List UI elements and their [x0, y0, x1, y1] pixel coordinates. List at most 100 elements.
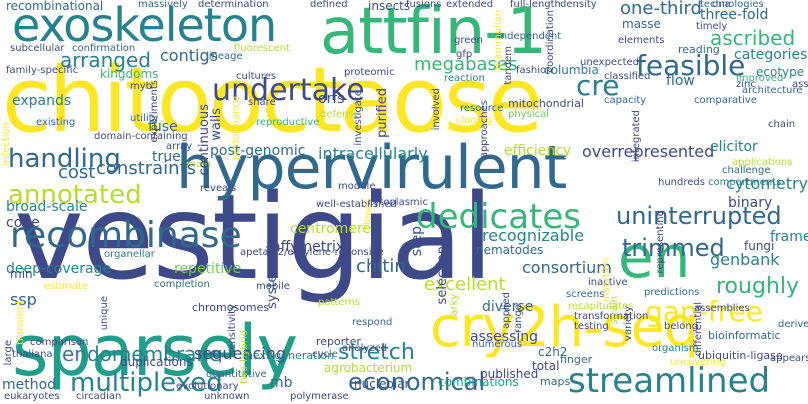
word-ecotype: ecotype	[756, 65, 805, 79]
word-affymetrix: affymetrix	[272, 239, 345, 255]
word-post-genomic: post-genomic	[210, 143, 306, 159]
word-repetitive: repetitive	[174, 261, 242, 277]
word-lineage: lineage	[206, 51, 243, 62]
word-expands: expands	[12, 93, 72, 109]
word-assessing: assessing	[470, 329, 539, 345]
word-cry2h-seq: cry2h-seq	[430, 295, 699, 360]
word-arky: two-hybrid	[239, 330, 250, 384]
word-code: code	[6, 215, 40, 231]
word-insects: insects	[368, 0, 411, 13]
word-transformation: dna	[712, 0, 731, 10]
word-comparison: main	[186, 159, 211, 170]
word-genbank: genbank	[710, 250, 780, 269]
word-systematic: defined	[310, 0, 348, 10]
word-agrobacterium: agrobacterium	[324, 361, 413, 375]
word-intracellularly: intracellularly	[318, 144, 428, 163]
word-chitooctaose: chitooctaose	[2, 48, 543, 153]
word-gap-free: gap-free	[645, 295, 764, 328]
word-variety: belong	[664, 321, 699, 332]
word-nematodes: nematodes	[476, 243, 544, 257]
word-massively: step	[409, 226, 425, 257]
word-total: total	[532, 359, 560, 373]
word-cost: cost	[58, 162, 96, 183]
word-uncovering: uncovering	[670, 357, 726, 368]
word-belong: density	[560, 0, 597, 10]
word-method: method	[2, 377, 57, 393]
word-chromosomes: chromosomes	[192, 301, 270, 314]
word-attfin-1: attfin-1	[320, 0, 547, 69]
word-representing: strain	[609, 296, 620, 325]
word-thaliana: array	[166, 141, 193, 152]
word-published: published	[480, 367, 539, 381]
word-apetala2-ethylene-reponsive: circadian	[76, 391, 122, 402]
word-en: en	[618, 223, 691, 291]
word-defined: clones	[363, 198, 374, 231]
word-duplications: duplications	[120, 355, 193, 369]
word-bioinformatic: bioinformatic	[708, 329, 781, 342]
word-exoskeleton: exoskeleton	[12, 0, 277, 52]
word-challenge: challenge	[722, 165, 771, 176]
word-timely: apetala2/ethylene-reponsive	[240, 247, 384, 258]
word-completion: thaliana	[12, 349, 53, 360]
word-main: defense	[320, 109, 360, 120]
word-unexpected: unexpected	[580, 57, 639, 68]
word-architecture: architecture	[742, 85, 803, 96]
word-improved: improved	[736, 73, 784, 84]
word-min: min	[10, 267, 33, 281]
word-columbia: columbia	[544, 63, 599, 77]
word-associations: associations	[792, 79, 808, 90]
word-recapitulates: systematic	[265, 238, 280, 309]
word-mobile: unknown	[204, 391, 250, 402]
word-flow: flow	[666, 73, 695, 89]
word-experiments: variety	[623, 306, 634, 341]
word-range: testing	[574, 321, 609, 332]
word-myb: myb	[130, 81, 153, 92]
word-polymerase: polymerase	[290, 391, 349, 402]
word-next-generation: next-generation	[246, 349, 335, 362]
word-resource: resource	[460, 103, 504, 114]
word-predictions: selection	[435, 246, 450, 305]
word-vestigial: vestigial	[14, 168, 494, 306]
word-organism: organism	[652, 343, 699, 354]
word-differential: arky	[449, 294, 460, 316]
word-cloning: cloning	[456, 115, 493, 126]
word-fungi: fungi	[744, 239, 775, 253]
word-uninterrupted: uninterrupted	[616, 202, 782, 230]
word-patterns: patterns	[318, 297, 360, 308]
word-reporter: reporter	[316, 335, 361, 348]
word-utility: domain-containing	[94, 131, 188, 142]
word-independent: independent	[498, 31, 562, 42]
word-elements: elements	[618, 35, 665, 46]
word-orfs: orfs	[318, 91, 345, 107]
word-centromere: centromere	[290, 221, 371, 237]
word-quantitative: unique	[99, 296, 110, 331]
word-gfp: gfp	[456, 49, 473, 60]
word-hundreds: hundreds	[658, 177, 705, 188]
word-classified: classified	[604, 71, 651, 82]
word-physical: physical	[508, 109, 549, 120]
word-nucleolar: nucleolar	[354, 377, 410, 391]
word-confirmation: confirmation	[72, 43, 136, 54]
word-cre: cre	[576, 69, 620, 102]
word-cycle: cycle	[312, 349, 338, 360]
word-two-hybrid: sensitivity	[227, 304, 238, 355]
word-infection: involved	[431, 88, 442, 131]
word-combinations: combinations	[438, 375, 519, 389]
word-assemblies: assemblies	[694, 303, 750, 314]
word-consortium: consortium	[522, 258, 612, 277]
word-tandem: technologies	[700, 0, 764, 10]
word-sequencing: sequencing	[194, 344, 286, 363]
word-constraints: constraints	[96, 158, 197, 179]
word-ubiquitin-ligase: ubiquitin-ligase	[698, 349, 783, 362]
word-selection: fusions	[406, 0, 442, 10]
word-elicitor: elicitor	[710, 139, 758, 155]
word-three-fold: three-fold	[700, 7, 769, 23]
word-fuse: fuse	[148, 119, 178, 135]
word-inactive: inactive	[588, 277, 628, 288]
word-recognizable: recognizable	[482, 226, 585, 245]
word-approaches: range	[513, 304, 524, 334]
word-testing: timely	[696, 21, 728, 32]
word-walls: massively	[138, 0, 188, 10]
word-mb: mb	[270, 375, 293, 391]
word-excellent: excellent	[424, 274, 506, 295]
